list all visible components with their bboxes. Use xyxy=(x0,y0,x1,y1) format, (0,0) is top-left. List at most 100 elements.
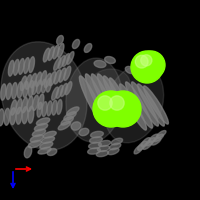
Ellipse shape xyxy=(61,83,67,97)
Ellipse shape xyxy=(12,83,17,99)
Ellipse shape xyxy=(46,78,51,92)
Ellipse shape xyxy=(49,72,56,86)
Ellipse shape xyxy=(125,66,135,74)
Circle shape xyxy=(98,96,112,110)
Ellipse shape xyxy=(4,108,10,125)
Ellipse shape xyxy=(24,58,29,73)
Ellipse shape xyxy=(44,73,51,88)
Ellipse shape xyxy=(90,69,130,99)
Ellipse shape xyxy=(1,84,6,100)
Ellipse shape xyxy=(8,60,14,76)
Ellipse shape xyxy=(64,66,71,80)
Ellipse shape xyxy=(30,135,44,142)
Ellipse shape xyxy=(97,146,110,152)
Ellipse shape xyxy=(54,70,61,84)
Ellipse shape xyxy=(84,44,92,52)
Circle shape xyxy=(137,51,165,79)
Ellipse shape xyxy=(143,141,152,149)
Ellipse shape xyxy=(27,96,33,112)
Ellipse shape xyxy=(37,102,42,117)
Ellipse shape xyxy=(23,81,28,97)
Ellipse shape xyxy=(136,72,144,80)
Ellipse shape xyxy=(54,58,61,70)
Ellipse shape xyxy=(53,45,59,59)
Ellipse shape xyxy=(56,85,63,98)
Ellipse shape xyxy=(1,42,87,150)
Ellipse shape xyxy=(144,86,168,124)
Ellipse shape xyxy=(97,74,123,120)
Ellipse shape xyxy=(52,87,59,100)
Ellipse shape xyxy=(41,137,55,143)
Ellipse shape xyxy=(42,102,47,116)
Ellipse shape xyxy=(47,148,57,156)
Ellipse shape xyxy=(28,106,34,123)
Ellipse shape xyxy=(11,100,17,115)
Ellipse shape xyxy=(96,151,108,157)
Ellipse shape xyxy=(59,68,66,82)
Ellipse shape xyxy=(35,72,42,87)
Ellipse shape xyxy=(79,128,89,136)
Ellipse shape xyxy=(37,80,42,94)
Ellipse shape xyxy=(62,54,70,66)
Ellipse shape xyxy=(43,131,56,138)
Ellipse shape xyxy=(67,52,74,64)
Ellipse shape xyxy=(43,48,50,62)
Ellipse shape xyxy=(6,83,12,100)
Ellipse shape xyxy=(20,76,26,91)
Ellipse shape xyxy=(41,79,47,93)
Ellipse shape xyxy=(29,57,35,73)
Ellipse shape xyxy=(58,121,71,130)
Ellipse shape xyxy=(22,107,28,124)
Ellipse shape xyxy=(151,138,161,145)
Circle shape xyxy=(105,91,141,127)
Ellipse shape xyxy=(141,138,150,147)
Ellipse shape xyxy=(105,57,115,63)
Ellipse shape xyxy=(94,60,106,68)
Ellipse shape xyxy=(79,76,105,124)
Ellipse shape xyxy=(33,95,38,110)
Ellipse shape xyxy=(28,140,42,148)
Ellipse shape xyxy=(72,39,80,49)
Ellipse shape xyxy=(111,138,123,145)
Ellipse shape xyxy=(154,134,163,141)
Ellipse shape xyxy=(38,147,51,154)
Ellipse shape xyxy=(104,65,164,143)
Ellipse shape xyxy=(28,80,34,97)
Ellipse shape xyxy=(52,100,57,115)
Ellipse shape xyxy=(91,74,117,120)
Ellipse shape xyxy=(58,44,64,57)
Ellipse shape xyxy=(149,134,158,142)
Ellipse shape xyxy=(126,82,152,128)
Ellipse shape xyxy=(32,81,37,95)
Ellipse shape xyxy=(66,58,122,142)
Ellipse shape xyxy=(48,47,54,60)
Ellipse shape xyxy=(85,74,111,122)
Ellipse shape xyxy=(108,148,119,155)
Circle shape xyxy=(131,51,163,83)
Ellipse shape xyxy=(98,140,111,146)
Ellipse shape xyxy=(16,107,22,124)
Ellipse shape xyxy=(13,59,19,75)
Ellipse shape xyxy=(30,73,37,88)
Ellipse shape xyxy=(90,137,102,143)
Ellipse shape xyxy=(132,82,158,126)
Ellipse shape xyxy=(67,107,79,115)
Ellipse shape xyxy=(61,117,73,125)
Ellipse shape xyxy=(109,143,121,150)
Ellipse shape xyxy=(57,35,63,45)
Ellipse shape xyxy=(40,142,53,149)
Circle shape xyxy=(135,55,148,68)
Ellipse shape xyxy=(146,138,155,146)
Ellipse shape xyxy=(88,148,100,154)
Ellipse shape xyxy=(32,129,46,137)
Ellipse shape xyxy=(24,146,32,158)
Ellipse shape xyxy=(138,84,164,126)
Ellipse shape xyxy=(16,99,22,114)
Ellipse shape xyxy=(57,100,62,114)
Ellipse shape xyxy=(109,78,133,122)
Ellipse shape xyxy=(34,123,48,131)
Ellipse shape xyxy=(36,118,50,125)
Ellipse shape xyxy=(41,71,47,85)
Ellipse shape xyxy=(47,101,52,116)
Ellipse shape xyxy=(22,98,27,113)
